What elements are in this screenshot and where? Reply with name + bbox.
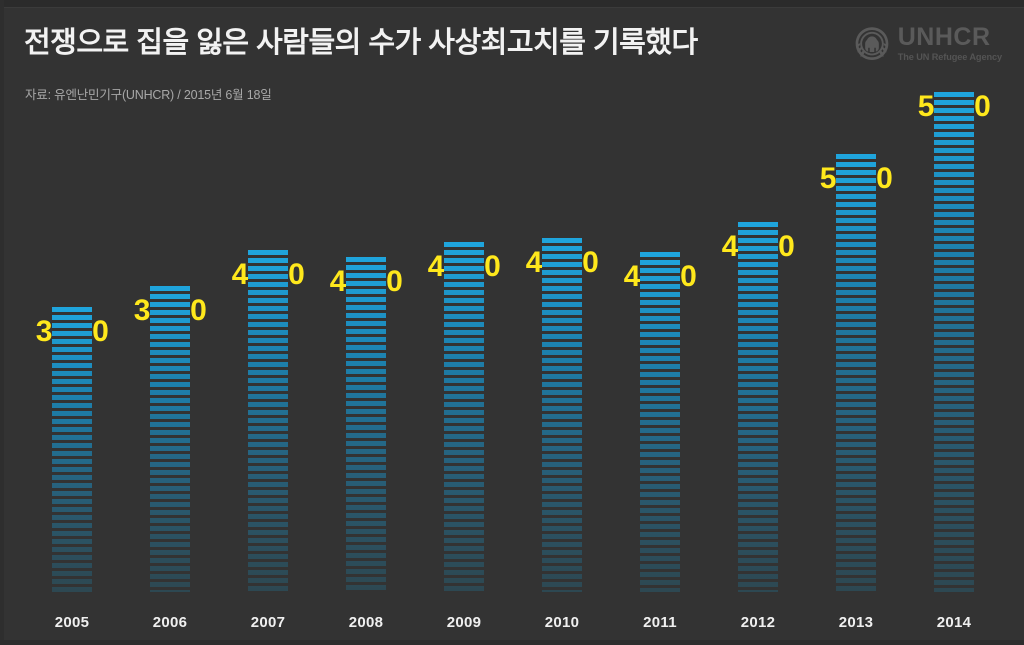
bar-year-label: 2006 xyxy=(152,614,188,631)
bar-year-label: 2010 xyxy=(544,614,580,631)
bar-year-label: 2009 xyxy=(446,614,482,631)
bar-group: 4,270만 명2007 xyxy=(219,95,317,645)
unhcr-wordmark: UNHCR The UN Refugee Agency xyxy=(898,25,1002,62)
unhcr-tagline: The UN Refugee Agency xyxy=(897,52,1002,63)
bar-column xyxy=(640,252,680,592)
bar-column xyxy=(52,307,92,592)
bar-group: 4,520만 명2012 xyxy=(709,95,807,645)
bar-chart: 3,750만 명20053,950만 명20064,270만 명20074,20… xyxy=(0,92,1024,645)
bar-year-label: 2008 xyxy=(348,614,384,631)
bar-year-label: 2012 xyxy=(740,614,776,631)
bar-year-label: 2013 xyxy=(838,614,874,631)
bar-column xyxy=(934,92,974,592)
unhcr-hands-laurel-icon xyxy=(855,27,889,60)
source-attribution: 자료: 유엔난민기구(UNHCR) / 2015년 6월 18일 xyxy=(25,88,272,102)
bar-column xyxy=(738,222,778,592)
bar-year-label: 2007 xyxy=(250,614,286,631)
unhcr-name: UNHCR xyxy=(897,23,991,52)
bar-group: 4,200만 명2008 xyxy=(317,95,415,645)
bar-column xyxy=(444,242,484,592)
bar-column xyxy=(346,257,386,592)
bar-year-label: 2011 xyxy=(643,614,677,631)
bar-group: 4,330만 명2009 xyxy=(415,95,513,645)
top-edge-strip xyxy=(0,0,1024,8)
bar-column xyxy=(248,250,288,592)
bar-group: 5,120만 명2013 xyxy=(807,95,905,645)
bar-column xyxy=(542,238,582,592)
bar-group: 4,370만 명2010 xyxy=(513,95,611,645)
header: 전쟁으로 집을 잃은 사람들의 수가 사상최고치를 기록했다 자료: 유엔난민기… xyxy=(0,7,1024,102)
left-edge-strip xyxy=(0,0,4,645)
bar-group: 3,750만 명2005 xyxy=(23,95,121,645)
bar-group: 4,250만 명2011 xyxy=(611,95,709,645)
bar-column xyxy=(836,154,876,592)
bottom-edge-strip xyxy=(0,640,1024,645)
unhcr-logo: UNHCR The UN Refugee Agency xyxy=(853,25,1002,63)
page-title: 전쟁으로 집을 잃은 사람들의 수가 사상최고치를 기록했다 xyxy=(24,27,698,59)
bar-year-label: 2014 xyxy=(936,614,972,631)
bar-group: 3,950만 명2006 xyxy=(121,95,219,645)
bar-group: 5,950만 명2014 xyxy=(905,92,1003,645)
bar-column xyxy=(150,286,190,592)
bar-year-label: 2005 xyxy=(54,614,90,631)
